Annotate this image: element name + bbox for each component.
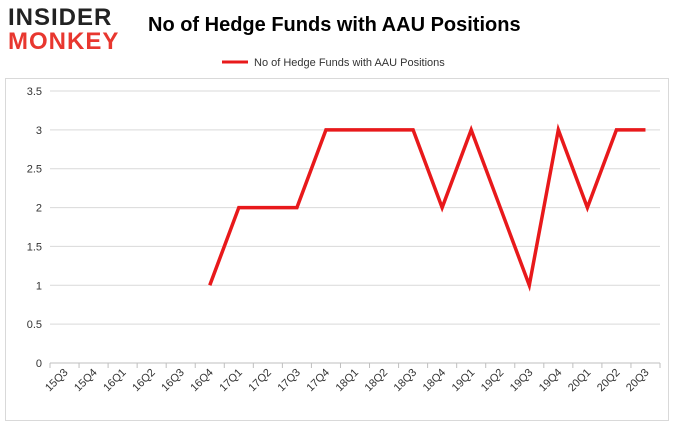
y-tick-label: 1.5 xyxy=(27,241,42,253)
x-tick-label: 20Q3 xyxy=(624,367,652,395)
y-tick-label: 3.5 xyxy=(27,86,42,98)
insider-monkey-logo: INSIDER MONKEY xyxy=(8,6,130,56)
x-tick-label: 19Q3 xyxy=(508,367,536,395)
y-tick-label: 0.5 xyxy=(27,319,42,331)
logo-line-1: INSIDER xyxy=(8,4,113,31)
x-tick-label: 16Q1 xyxy=(101,367,129,395)
x-tick-label: 17Q4 xyxy=(305,367,333,395)
y-axis: 0 0.5 1 1.5 2 2.5 3 3.5 xyxy=(27,86,42,370)
chart-frame xyxy=(5,78,669,421)
y-tick-label: 3 xyxy=(36,125,42,137)
x-tick-label: 18Q3 xyxy=(392,367,420,395)
chart-title: No of Hedge Funds with AAU Positions xyxy=(148,14,521,36)
y-tick-label: 1 xyxy=(36,280,42,292)
x-tick-label: 19Q1 xyxy=(450,367,478,395)
x-tick-label: 16Q4 xyxy=(188,367,216,395)
gridlines xyxy=(50,90,660,364)
x-tick-label: 18Q2 xyxy=(363,367,391,395)
y-tick-label: 0 xyxy=(36,358,42,370)
x-tick-label: 20Q1 xyxy=(566,367,594,395)
series-lines xyxy=(208,123,646,292)
x-tick-label: 20Q2 xyxy=(595,367,623,395)
legend: No of Hedge Funds with AAU Positions xyxy=(222,57,445,69)
x-axis: 15Q3 15Q4 16Q1 16Q2 16Q3 16Q4 17Q1 17Q2 17Q3 17Q4… xyxy=(43,362,661,395)
x-tick-label: 17Q3 xyxy=(276,367,304,395)
x-tick-label: 16Q2 xyxy=(130,367,158,395)
y-tick-label: 2.5 xyxy=(27,164,42,176)
logo-line-2: MONKEY xyxy=(8,28,120,55)
x-tick-label: 18Q1 xyxy=(334,367,362,395)
x-tick-label: 16Q3 xyxy=(159,367,187,395)
x-tick-label: 19Q2 xyxy=(479,367,507,395)
y-tick-label: 2 xyxy=(36,203,42,215)
x-tick-label: 18Q4 xyxy=(421,367,449,395)
legend-label: No of Hedge Funds with AAU Positions xyxy=(254,57,445,69)
x-tick-label: 15Q4 xyxy=(72,367,100,395)
x-tick-label: 19Q4 xyxy=(537,367,565,395)
x-tick-label: 17Q2 xyxy=(246,367,274,395)
x-tick-label: 17Q1 xyxy=(217,367,245,395)
x-tick-label: 15Q3 xyxy=(43,367,71,395)
series-line-0 xyxy=(208,123,646,292)
